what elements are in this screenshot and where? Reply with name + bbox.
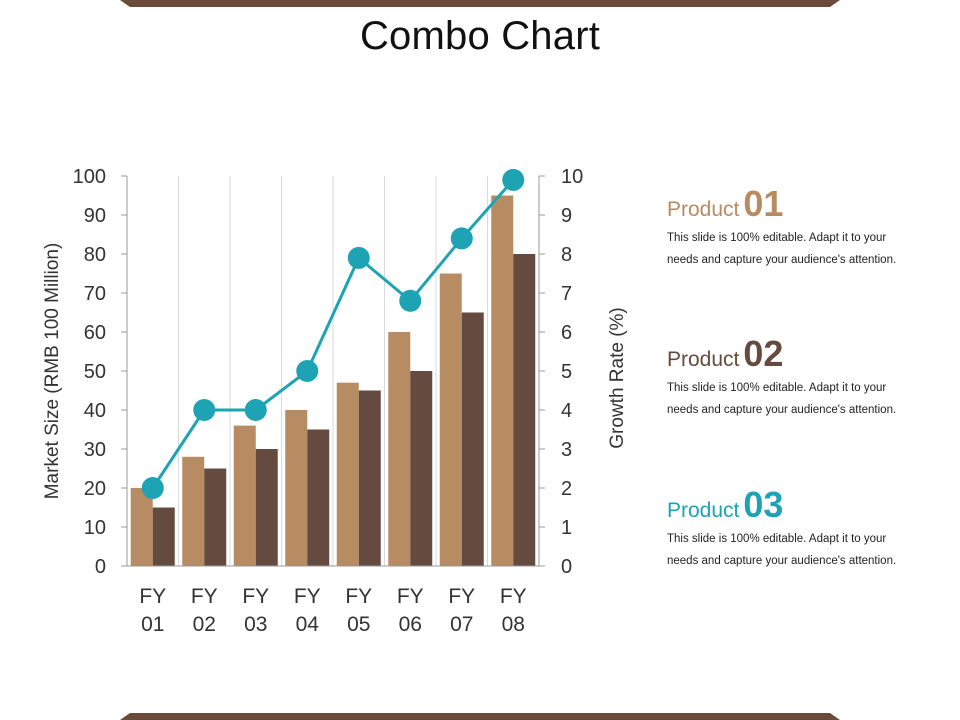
x-tick-label: FY 01 <box>139 585 166 636</box>
chart-axes <box>121 175 545 567</box>
product-description-line: This slide is 100% editable. Adapt it to… <box>667 533 887 545</box>
y2-axis-title: Growth Rate (%) <box>607 307 628 448</box>
bottom-band-shape <box>120 713 840 720</box>
x-tick-label: FY 02 <box>191 585 218 636</box>
top-band <box>0 0 960 10</box>
y-tick-label: 0 <box>95 556 106 578</box>
x-tick-label: FY 05 <box>345 585 372 636</box>
x-tick-label: FY 08 <box>500 585 527 636</box>
bar-1-7 <box>439 273 462 566</box>
product-name: Product <box>667 198 740 221</box>
product-heading: Product 01 <box>667 183 927 225</box>
page-title: Combo Chart <box>359 14 601 58</box>
y-tick-label: 70 <box>84 283 106 305</box>
product-card-03: Product 03 This slide is 100% editable. A… <box>667 484 927 572</box>
product-description-line: needs and capture your audience's attent… <box>667 404 897 416</box>
bar-1-3 <box>233 425 256 566</box>
product-number: 02 <box>743 333 784 374</box>
growth-line <box>141 168 525 499</box>
product-heading: Product 03 <box>667 484 927 526</box>
y2-tick-label: 2 <box>561 478 572 500</box>
y2-tick-label: 9 <box>561 205 572 227</box>
product-name: Product <box>667 348 740 371</box>
product-number: 03 <box>743 484 784 525</box>
bottom-band <box>0 710 960 720</box>
x-tick-label: FY 06 <box>397 585 424 636</box>
bar-1-2 <box>182 456 205 566</box>
y2-tick-label: 6 <box>561 322 572 344</box>
product-card-02: Product 02 This slide is 100% editable. A… <box>667 333 927 421</box>
product-description-line: needs and capture your audience's attent… <box>667 254 897 266</box>
y2-tick-label: 4 <box>561 400 572 422</box>
product-description-line: This slide is 100% editable. Adapt it to… <box>667 232 887 244</box>
product-description-line: This slide is 100% editable. Adapt it to… <box>667 382 887 394</box>
bar-2-8 <box>513 254 536 566</box>
y-tick-label: 20 <box>84 478 106 500</box>
product-description: This slide is 100% editable. Adapt it to… <box>667 227 927 271</box>
y-tick-label: 10 <box>84 517 106 539</box>
y-tick-label: 80 <box>84 244 106 266</box>
y-tick-label: 60 <box>84 322 106 344</box>
y2-tick-label: 0 <box>561 556 572 578</box>
product-card-01: Product 01 This slide is 100% editable. A… <box>667 183 927 271</box>
y-axis-title: Market Size (RMB 100 Million) <box>42 243 63 500</box>
y2-tick-label: 5 <box>561 361 572 383</box>
chart-labels: 0 10 20 30 40 50 60 70 80 90 100 0 1 2 3 4 5 6 7 8 9 10 FY 01 FY… <box>42 166 628 636</box>
product-number: 01 <box>743 183 784 224</box>
product-description-line: needs and capture your audience's attent… <box>667 555 897 567</box>
growth-point-5 <box>347 246 370 269</box>
product-name: Product <box>667 499 740 522</box>
y-tick-label: 50 <box>84 361 106 383</box>
growth-point-8 <box>502 168 525 191</box>
top-band-shape <box>120 0 840 7</box>
bar-1-8 <box>491 195 514 566</box>
bar-2-1 <box>152 507 175 566</box>
bar-2-6 <box>410 371 433 566</box>
growth-point-6 <box>399 289 422 312</box>
growth-point-2 <box>193 399 216 421</box>
product-heading: Product 02 <box>667 333 927 375</box>
y2-tick-label: 10 <box>561 166 583 188</box>
y2-tick-label: 8 <box>561 244 572 266</box>
growth-point-4 <box>296 360 319 382</box>
bar-2-7 <box>461 312 484 566</box>
x-tick-label: FY 03 <box>242 585 269 636</box>
y2-tick-label: 3 <box>561 439 572 461</box>
x-tick-label: FY 04 <box>294 585 321 636</box>
bar-1-5 <box>336 382 359 566</box>
bar-2-2 <box>204 468 227 566</box>
growth-point-3 <box>244 399 267 421</box>
y-tick-label: 30 <box>84 439 106 461</box>
y2-tick-label: 7 <box>561 283 572 305</box>
product-description: This slide is 100% editable. Adapt it to… <box>667 377 927 421</box>
y2-tick-label: 1 <box>561 517 572 539</box>
bar-1-1 <box>130 488 153 566</box>
y-tick-label: 40 <box>84 400 106 422</box>
product-description: This slide is 100% editable. Adapt it to… <box>667 528 927 572</box>
bar-1-4 <box>285 410 308 566</box>
bar-2-3 <box>255 449 278 566</box>
y-tick-label: 100 <box>73 166 106 188</box>
y-tick-label: 90 <box>84 205 106 227</box>
chart-bars <box>130 195 536 566</box>
chart-grid <box>178 176 488 566</box>
growth-point-1 <box>141 477 164 499</box>
bar-1-6 <box>388 332 411 566</box>
growth-point-7 <box>450 227 473 250</box>
bar-2-5 <box>358 390 381 566</box>
bar-2-4 <box>307 429 330 566</box>
x-tick-label: FY 07 <box>448 585 475 636</box>
